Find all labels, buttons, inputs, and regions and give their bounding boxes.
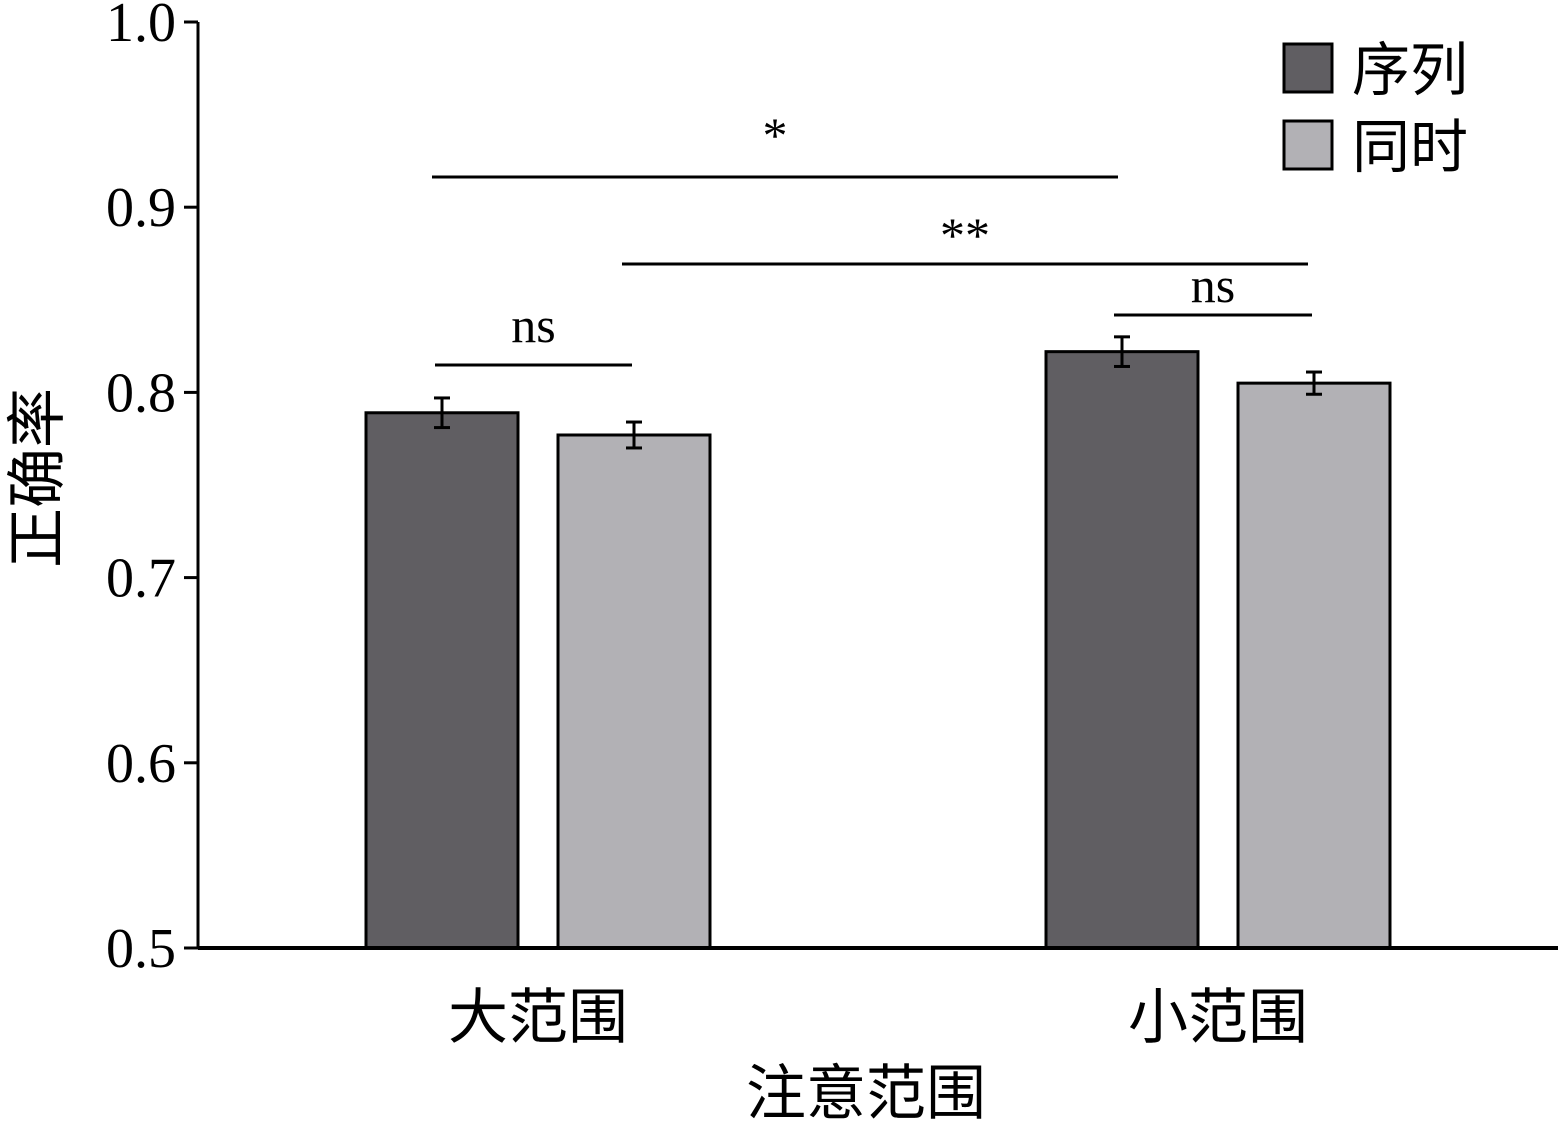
- bar: [556, 433, 712, 950]
- y-tick-label: 0.5: [106, 918, 176, 980]
- x-category-label: 小范围: [1128, 985, 1308, 1051]
- significance-label: ns: [511, 297, 555, 353]
- x-axis-title: 注意范围: [746, 1061, 986, 1121]
- bar: [1044, 350, 1200, 950]
- significance-label: *: [763, 107, 788, 163]
- y-tick-label: 0.6: [106, 733, 176, 795]
- significance-label: ns: [1191, 257, 1235, 313]
- bar: [1236, 381, 1392, 950]
- legend-label: 同时: [1352, 115, 1468, 180]
- x-axis: 大范围 小范围: [198, 946, 1558, 1051]
- bars: [364, 350, 1392, 950]
- y-tick-label: 0.9: [106, 177, 176, 239]
- x-category-label: 大范围: [448, 985, 628, 1051]
- y-tick-label: 0.8: [106, 362, 176, 424]
- legend-label: 序列: [1352, 38, 1468, 103]
- y-axis: 0.5 0.6 0.7 0.8 0.9 1.0: [106, 0, 200, 980]
- significance-label: **: [940, 207, 990, 263]
- legend-swatch: [1282, 42, 1334, 94]
- significance-annotations: ns***ns: [432, 107, 1312, 367]
- y-tick-label: 0.7: [106, 548, 176, 610]
- legend-swatch: [1282, 119, 1334, 171]
- y-axis-title: 正确率: [5, 388, 71, 568]
- error-bars: [434, 335, 1322, 450]
- y-tick-label: 1.0: [106, 0, 176, 54]
- bar: [364, 411, 520, 950]
